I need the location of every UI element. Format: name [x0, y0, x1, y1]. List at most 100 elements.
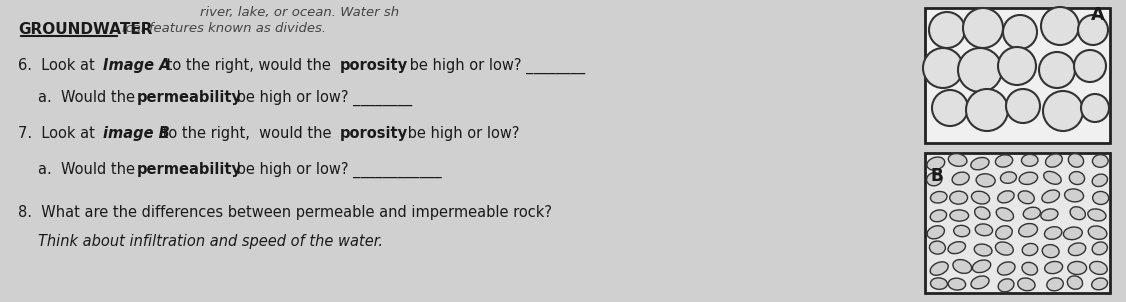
Text: A: A — [1091, 6, 1105, 24]
Text: 8.  What are the differences between permeable and impermeable rock?: 8. What are the differences between perm… — [18, 205, 552, 220]
Ellipse shape — [1021, 154, 1038, 166]
Ellipse shape — [954, 225, 969, 237]
Ellipse shape — [1047, 278, 1063, 291]
Circle shape — [963, 8, 1003, 48]
Ellipse shape — [1092, 174, 1108, 187]
Circle shape — [1074, 50, 1106, 82]
Ellipse shape — [953, 172, 969, 185]
Ellipse shape — [927, 226, 945, 239]
Ellipse shape — [973, 260, 991, 273]
Text: be high or low?: be high or low? — [403, 126, 519, 141]
Text: permeability: permeability — [137, 162, 242, 177]
Ellipse shape — [1070, 172, 1084, 185]
Ellipse shape — [976, 174, 995, 187]
Ellipse shape — [1088, 226, 1107, 239]
Circle shape — [958, 48, 1002, 92]
Ellipse shape — [1001, 172, 1017, 183]
Text: be high or low? ____________: be high or low? ____________ — [232, 162, 441, 178]
Text: porosity: porosity — [340, 58, 408, 73]
Ellipse shape — [948, 278, 966, 290]
Circle shape — [1081, 94, 1109, 122]
Circle shape — [1006, 89, 1040, 123]
Circle shape — [932, 90, 968, 126]
Circle shape — [1078, 15, 1108, 45]
Circle shape — [1003, 15, 1037, 49]
Text: to the right,  would the: to the right, would the — [158, 126, 337, 141]
Ellipse shape — [1019, 172, 1038, 185]
Circle shape — [1043, 91, 1083, 131]
Ellipse shape — [1018, 278, 1035, 291]
Text: ical features known as divides.: ical features known as divides. — [122, 22, 327, 35]
Ellipse shape — [971, 276, 989, 289]
Ellipse shape — [1069, 154, 1083, 167]
Ellipse shape — [972, 191, 990, 204]
Circle shape — [1042, 7, 1079, 45]
Circle shape — [966, 89, 1008, 131]
Ellipse shape — [997, 208, 1013, 221]
Ellipse shape — [998, 279, 1015, 292]
Text: be high or low? ________: be high or low? ________ — [405, 58, 586, 74]
Ellipse shape — [1045, 227, 1062, 239]
Ellipse shape — [1092, 278, 1108, 290]
Ellipse shape — [948, 154, 967, 166]
Ellipse shape — [1019, 223, 1037, 237]
Ellipse shape — [1044, 171, 1061, 184]
Ellipse shape — [975, 207, 990, 220]
Ellipse shape — [1046, 154, 1062, 167]
Ellipse shape — [949, 191, 967, 204]
Circle shape — [998, 47, 1036, 85]
Ellipse shape — [1064, 189, 1083, 202]
Text: image B: image B — [102, 126, 170, 141]
Ellipse shape — [998, 262, 1015, 275]
Ellipse shape — [929, 241, 946, 254]
Ellipse shape — [1040, 209, 1058, 220]
Text: Think about infiltration and speed of the water.: Think about infiltration and speed of th… — [38, 234, 383, 249]
Ellipse shape — [995, 226, 1012, 239]
Ellipse shape — [1070, 207, 1085, 220]
Ellipse shape — [1090, 262, 1107, 275]
Ellipse shape — [930, 191, 947, 203]
Ellipse shape — [930, 210, 947, 222]
Text: Image A: Image A — [102, 58, 170, 73]
Circle shape — [1039, 52, 1075, 88]
Ellipse shape — [1063, 227, 1082, 240]
Text: porosity: porosity — [340, 126, 408, 141]
Text: be high or low? ________: be high or low? ________ — [232, 90, 412, 106]
Text: 6.  Look at: 6. Look at — [18, 58, 99, 73]
Ellipse shape — [1018, 191, 1035, 204]
Ellipse shape — [1067, 276, 1082, 289]
Ellipse shape — [1088, 209, 1106, 221]
Ellipse shape — [1022, 243, 1038, 255]
Text: a.  Would the: a. Would the — [38, 162, 140, 177]
Text: a.  Would the: a. Would the — [38, 90, 140, 105]
Ellipse shape — [974, 244, 992, 256]
Ellipse shape — [1092, 242, 1107, 255]
Bar — [924, 8, 1110, 143]
Ellipse shape — [1043, 245, 1060, 258]
Ellipse shape — [953, 259, 972, 273]
Bar — [924, 153, 1110, 293]
Text: to the right, would the: to the right, would the — [162, 58, 336, 73]
Ellipse shape — [1022, 262, 1037, 275]
Ellipse shape — [930, 262, 948, 275]
Circle shape — [923, 48, 963, 88]
Ellipse shape — [995, 155, 1012, 167]
Ellipse shape — [927, 157, 945, 170]
Ellipse shape — [930, 278, 947, 289]
Text: river, lake, or ocean. Water sh: river, lake, or ocean. Water sh — [200, 6, 399, 19]
Ellipse shape — [1045, 262, 1063, 274]
Ellipse shape — [971, 157, 989, 170]
Circle shape — [929, 12, 965, 48]
Ellipse shape — [1024, 207, 1040, 219]
Text: B: B — [931, 167, 944, 185]
Text: GROUNDWATER: GROUNDWATER — [18, 22, 152, 37]
Ellipse shape — [927, 173, 942, 186]
Ellipse shape — [1067, 262, 1087, 275]
Ellipse shape — [975, 224, 992, 236]
Ellipse shape — [1092, 191, 1109, 204]
Text: 7.  Look at: 7. Look at — [18, 126, 99, 141]
Ellipse shape — [995, 242, 1013, 255]
Ellipse shape — [998, 191, 1015, 203]
Ellipse shape — [1092, 155, 1108, 167]
Ellipse shape — [948, 242, 965, 254]
